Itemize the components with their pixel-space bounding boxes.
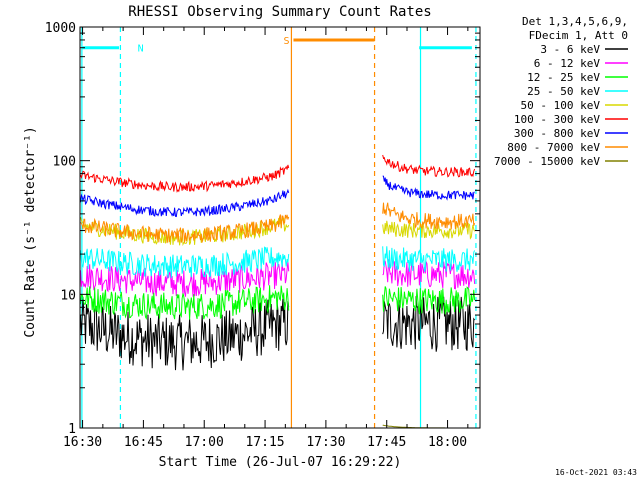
series-line-5-segment-1 [80,216,290,247]
x-tick-label-5: 17:30 [306,435,345,450]
series-line-4-segment-1 [80,246,290,278]
chart-title: RHESSI Observing Summary Count Rates [128,4,431,20]
series-line-2-segment-1 [80,260,290,297]
legend-entry-label-2: 6 - 12 keV [534,57,601,70]
y-tick-label-2: 10 [60,288,76,303]
x-axis-label: Start Time (26-Jul-07 16:29:22) [159,455,402,470]
y-tick-label-4: 1000 [45,21,76,36]
legend-header-line-2: FDecim 1, Att 0 [529,29,628,42]
legend-entry-label-9: 7000 - 15000 keV [494,155,600,168]
x-tick-label-4: 17:15 [245,435,284,450]
legend-entry-label-4: 25 - 50 keV [527,85,600,98]
series-line-4-segment-2 [382,246,476,272]
y-axis-label: Count Rate (s⁻¹ detector⁻¹) [23,126,38,337]
x-tick-label-1: 16:30 [63,435,102,450]
legend-entry-label-3: 12 - 25 keV [527,71,600,84]
legend-header-line-1: Det 1,3,4,5,6,9, [522,15,628,28]
series-line-6-segment-1 [80,164,290,193]
legend-entry-label-5: 50 - 100 keV [521,99,601,112]
y-tick-label-1: 1 [68,422,76,437]
series-line-5-segment-2 [382,220,476,240]
flag-label-1: N [138,44,144,55]
x-tick-label-6: 17:45 [367,435,406,450]
series-line-6-segment-2 [382,154,476,178]
series-line-1-segment-2 [382,296,476,352]
legend-entry-label-7: 300 - 800 keV [514,127,600,140]
x-tick-label-7: 18:00 [428,435,467,450]
legend-entry-label-6: 100 - 300 keV [514,113,600,126]
flag-label-2: S [283,36,289,47]
legend-entry-label-1: 3 - 6 keV [540,43,600,56]
axes-layer: 16:30 16:45 17:00 17:15 17:30 17:45 18:00 1 10 10… [45,21,481,450]
legend-entry-label-8: 800 - 7000 keV [507,141,600,154]
x-tick-label-2: 16:45 [124,435,163,450]
series-line-2-segment-2 [382,259,476,290]
timestamp-label: 16-Oct-2021 03:43 [555,468,637,477]
series-line-7-segment-1 [80,188,290,218]
series-line-3-segment-2 [382,286,476,315]
series-line-8-segment-2 [382,202,476,230]
series-line-1-segment-1 [80,296,290,371]
series-line-8-segment-1 [80,214,290,244]
y-tick-label-3: 100 [53,155,76,170]
series-line-3-segment-1 [80,285,290,320]
x-tick-label-3: 17:00 [185,435,224,450]
series-line-7-segment-2 [382,175,475,201]
plot-frame [79,26,481,429]
